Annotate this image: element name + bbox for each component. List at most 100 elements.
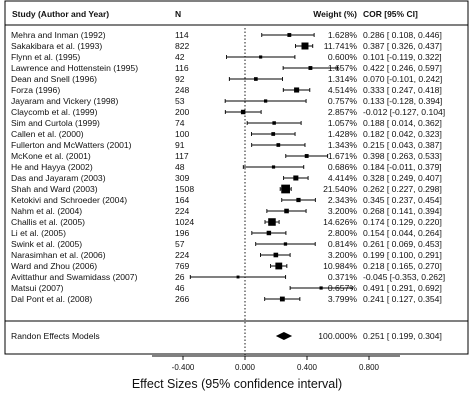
study-name: Flynn et al. (1995): [11, 52, 80, 62]
effect-marker: [271, 132, 276, 136]
study-ci: 0.387 [ 0.326, 0.437]: [363, 41, 442, 51]
axis-tick-label: 0.800: [359, 363, 380, 372]
study-ci: 0.133 [-0.128, 0.394]: [363, 96, 442, 106]
study-row: McKone et al. (2001) 117 1.671% 0.398 [ 0.2…: [11, 151, 442, 161]
summary-row: Randon Effects Models 100.000% 0.251 [ 0.1…: [11, 331, 442, 341]
study-row: Mehra and Inman (1992) 114 1.628% 0.286 [ 0…: [11, 30, 442, 40]
study-ci: 0.328 [ 0.249, 0.407]: [363, 173, 442, 183]
study-weight: 1.057%: [328, 118, 358, 128]
study-ci: 0.268 [ 0.141, 0.394]: [363, 206, 442, 216]
study-row: Forza (1996) 248 4.514% 0.333 [ 0.247, 0.41…: [11, 85, 442, 95]
study-weight: 0.600%: [328, 52, 358, 62]
study-n: 117: [175, 151, 189, 161]
study-weight: 1.314%: [328, 74, 358, 84]
summary-ci: 0.251 [ 0.199, 0.304]: [363, 331, 442, 341]
study-weight: 11.741%: [324, 41, 358, 51]
study-n: 57: [175, 239, 185, 249]
study-name: Das and Jayaram (2003): [11, 173, 106, 183]
study-ci: 0.199 [ 0.100, 0.291]: [363, 250, 442, 260]
study-weight: 1.657%: [328, 63, 358, 73]
study-ci: 0.188 [ 0.014, 0.362]: [363, 118, 442, 128]
study-weight: 4.514%: [328, 85, 358, 95]
study-n: 26: [175, 272, 185, 282]
study-ci: 0.422 [ 0.246, 0.597]: [363, 63, 442, 73]
study-weight: 14.626%: [323, 217, 357, 227]
study-ci: 0.333 [ 0.247, 0.418]: [363, 85, 442, 95]
study-ci: 0.345 [ 0.237, 0.454]: [363, 195, 442, 205]
study-ci: 0.262 [ 0.227, 0.298]: [363, 184, 442, 194]
header-n: N: [175, 9, 181, 19]
x-axis-label: Effect Sizes (95% confidence interval): [132, 377, 342, 391]
study-ci: -0.012 [-0.127, 0.104]: [363, 107, 445, 117]
effect-marker: [275, 262, 283, 270]
study-row: He and Hayya (2002) 48 0.686% 0.184 [-0.011…: [11, 162, 442, 172]
study-n: 53: [175, 96, 185, 106]
study-row: Avittathur and Swamidass (2007) 26 0.371% -…: [11, 272, 445, 282]
study-n: 309: [175, 173, 190, 183]
study-name: McKone et al. (2001): [11, 151, 91, 161]
study-name: Lawrence and Hottenstein (1995): [11, 63, 138, 73]
study-weight: 0.814%: [328, 239, 358, 249]
study-ci: 0.398 [ 0.263, 0.533]: [363, 151, 442, 161]
study-row: Ketokivi and Schroeder (2004) 164 2.343% 0.…: [11, 195, 442, 205]
study-n: 1508: [175, 184, 194, 194]
study-row: Nahm et al. (2004) 224 3.200% 0.268 [ 0.141…: [11, 206, 442, 216]
study-row: Dal Pont et al. (2008) 266 3.799% 0.241 [ 0…: [11, 294, 442, 304]
study-n: 266: [175, 294, 190, 304]
study-row: Matsui (2007) 46 0.657% 0.491 [ 0.291, 0.69…: [11, 283, 442, 293]
study-n: 92: [175, 74, 185, 84]
study-ci: 0.154 [ 0.044, 0.264]: [363, 228, 442, 238]
study-row: Li et al. (2005) 196 2.800% 0.154 [ 0.044, …: [11, 228, 442, 238]
effect-marker: [319, 286, 323, 290]
study-row: Lawrence and Hottenstein (1995) 116 1.657%…: [11, 63, 442, 73]
study-weight: 2.857%: [328, 107, 358, 117]
study-weight: 21.540%: [323, 184, 357, 194]
study-ci: 0.101 [-0.119, 0.322]: [363, 52, 442, 62]
study-weight: 1.628%: [328, 30, 358, 40]
effect-marker: [283, 242, 288, 246]
study-ci: 0.174 [ 0.129, 0.220]: [363, 217, 442, 227]
study-n: 769: [175, 261, 190, 271]
study-name: Jayaram and Vickery (1998): [11, 96, 118, 106]
study-name: Sakakibara et al. (1993): [11, 41, 102, 51]
study-row: Swink et al. (2005) 57 0.814% 0.261 [ 0.069…: [11, 239, 442, 249]
study-n: 91: [175, 140, 185, 150]
study-name: Shah and Ward (2003): [11, 184, 98, 194]
effect-marker: [266, 230, 272, 236]
study-name: He and Hayya (2002): [11, 162, 93, 172]
effect-marker: [301, 42, 309, 50]
effect-marker: [272, 121, 276, 125]
study-name: Swink et al. (2005): [11, 239, 82, 249]
header-study: Study (Author and Year): [12, 9, 109, 19]
study-weight: 10.984%: [323, 261, 357, 271]
study-row: Dean and Snell (1996) 92 1.314% 0.070 [-0.1…: [11, 74, 442, 84]
study-name: Mehra and Inman (1992): [11, 30, 106, 40]
study-row: Ward and Zhou (2006) 769 10.984% 0.218 [ 0.…: [11, 261, 442, 271]
study-ci: 0.286 [ 0.108, 0.446]: [363, 30, 442, 40]
axis-tick-label: 0.000: [235, 363, 256, 372]
summary-label: Randon Effects Models: [11, 331, 100, 341]
study-weight: 2.343%: [328, 195, 358, 205]
axis-tick-label: -0.400: [172, 363, 195, 372]
header-cor: COR [95% CI]: [363, 9, 418, 19]
study-row: Claycomb et al. (1999) 200 2.857% -0.012 [-…: [11, 107, 445, 117]
study-weight: 4.414%: [328, 173, 358, 183]
study-ci: 0.215 [ 0.043, 0.387]: [363, 140, 442, 150]
study-weight: 0.371%: [328, 272, 358, 282]
header-weight: Weight (%): [313, 9, 357, 19]
effect-marker: [304, 154, 309, 158]
study-n: 116: [175, 63, 189, 73]
study-ci: 0.241 [ 0.127, 0.354]: [363, 294, 442, 304]
study-row: Sakakibara et al. (1993) 822 11.741% 0.387 …: [11, 41, 442, 51]
effect-marker: [259, 55, 263, 59]
study-ci: -0.045 [-0.353, 0.262]: [363, 272, 445, 282]
study-weight: 3.200%: [328, 206, 358, 216]
axis-tick-label: 0.400: [297, 363, 318, 372]
study-weight: 3.200%: [328, 250, 358, 260]
effect-marker: [287, 33, 292, 37]
study-name: Claycomb et al. (1999): [11, 107, 98, 117]
effect-marker: [240, 109, 246, 115]
effect-marker: [293, 175, 299, 181]
study-row: Callen et al. (2000) 100 1.428% 0.182 [ 0.0…: [11, 129, 442, 139]
